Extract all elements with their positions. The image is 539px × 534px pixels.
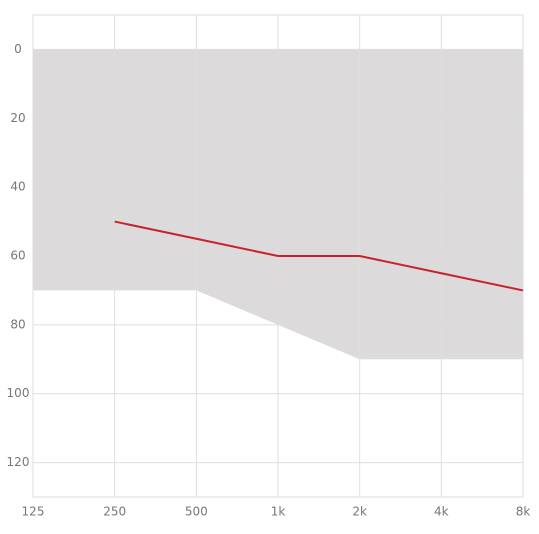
x-tick-label: 125 — [22, 505, 45, 519]
y-tick-label: 0 — [14, 42, 22, 56]
y-tick-label: 100 — [7, 386, 30, 400]
x-tick-label: 250 — [103, 505, 126, 519]
y-tick-label: 20 — [10, 111, 25, 125]
y-tick-label: 60 — [10, 249, 25, 263]
x-tick-label: 2k — [352, 505, 367, 519]
y-tick-label: 40 — [10, 180, 25, 194]
plot-border — [32, 14, 524, 498]
y-tick-label: 80 — [10, 317, 25, 331]
y-tick-label: 120 — [7, 455, 30, 469]
x-tick-label: 500 — [185, 505, 208, 519]
x-tick-label: 1k — [271, 505, 286, 519]
line — [114, 220, 524, 292]
x-tick-label: 4k — [434, 505, 449, 519]
x-tick-label: 8k — [516, 505, 531, 519]
